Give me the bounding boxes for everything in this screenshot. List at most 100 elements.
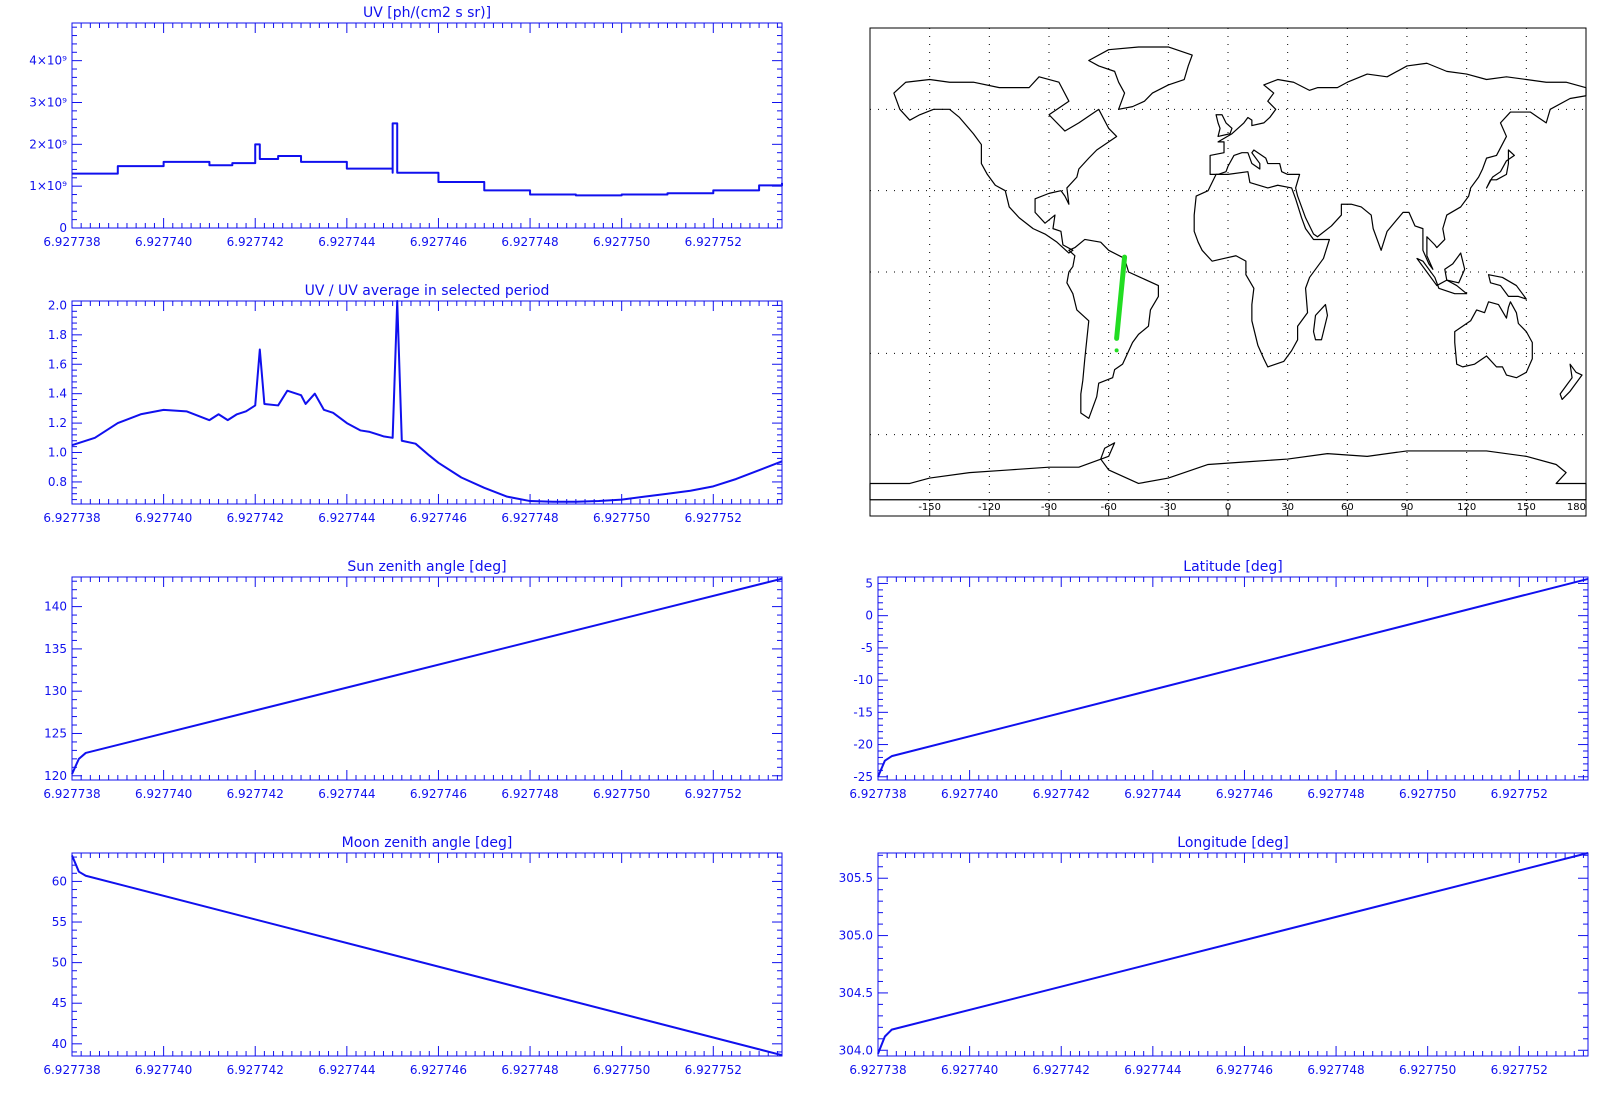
x-tick-label: 6.927748 — [501, 1063, 558, 1077]
y-tick-label: 120 — [44, 769, 67, 783]
map-lon-tick-label: 180 — [1567, 502, 1586, 513]
series-line — [71, 300, 783, 503]
y-tick-label: 1.8 — [48, 328, 67, 342]
map-lon-tick-label: 90 — [1401, 502, 1414, 513]
chart-title: UV [ph/(cm2 s sr)] — [363, 5, 491, 21]
coastline-great-britain — [1215, 114, 1233, 138]
x-tick-label: 6.927746 — [1216, 787, 1273, 801]
chart-title: Sun zenith angle [deg] — [347, 559, 506, 575]
y-tick-label: 1.4 — [48, 387, 67, 401]
x-tick-label: 6.927744 — [318, 787, 375, 801]
uv-chart: UV [ph/(cm2 s sr)] 6.927738 6.927740 6.9277… — [29, 5, 783, 249]
latitude-chart: Latitude [deg] 6.927738 6.927740 6.927742 6.… — [849, 559, 1589, 801]
y-tick-label: 55 — [52, 915, 67, 929]
map-lon-tick-label: 120 — [1457, 502, 1476, 513]
chart-title: UV / UV average in selected period — [305, 283, 550, 299]
y-tick-label: -5 — [861, 641, 873, 655]
map-lon-tick-label: 0 — [1225, 502, 1231, 513]
x-tick-label: 6.927738 — [43, 1063, 100, 1077]
plot-frame — [877, 576, 1589, 781]
y-tick-label: 2.0 — [48, 298, 67, 312]
coastline-australia — [1454, 301, 1533, 379]
map-lon-tick-label: 30 — [1281, 502, 1294, 513]
y-tick-label: -25 — [853, 770, 873, 784]
x-tick-label: 6.927746 — [410, 235, 467, 249]
x-tick-label: 6.927740 — [941, 1063, 998, 1077]
x-tick-label: 6.927746 — [410, 787, 467, 801]
y-tick-label: 5 — [865, 576, 873, 590]
y-tick-label: -15 — [853, 705, 873, 719]
y-tick-label: 60 — [52, 874, 67, 888]
y-tick-label: 4×10⁹ — [29, 54, 67, 68]
y-tick-label: 125 — [44, 726, 67, 740]
x-tick-label: 6.927742 — [227, 1063, 284, 1077]
track-end-marker — [1114, 348, 1119, 353]
x-tick-label: 6.927752 — [1491, 1063, 1548, 1077]
sun-zenith-chart: Sun zenith angle [deg] 6.927738 6.927740 6.… — [43, 559, 783, 801]
x-tick-label: 6.927750 — [1399, 1063, 1456, 1077]
x-tick-label: 6.927738 — [43, 511, 100, 525]
y-tick-label: 0 — [865, 609, 873, 623]
x-tick-label: 6.927748 — [1307, 787, 1364, 801]
x-tick-label: 6.927750 — [593, 511, 650, 525]
series-line — [71, 577, 783, 775]
x-tick-label: 6.927752 — [685, 235, 742, 249]
x-tick-label: 6.927742 — [1033, 787, 1090, 801]
series-line — [71, 855, 783, 1057]
y-tick-label: 50 — [52, 956, 67, 970]
y-tick-label: 305.0 — [839, 929, 873, 943]
coastline-north-america — [893, 76, 1118, 254]
x-tick-label: 6.927740 — [135, 1063, 192, 1077]
coastline-antarctica — [869, 442, 1587, 501]
x-tick-label: 6.927740 — [135, 235, 192, 249]
x-tick-label: 6.927742 — [227, 787, 284, 801]
y-tick-label: 0.8 — [48, 475, 67, 489]
map-lon-tick-label: -90 — [1041, 502, 1057, 513]
coastline-new-zealand — [1559, 363, 1583, 401]
x-tick-label: 6.927750 — [593, 787, 650, 801]
coastline-africa — [1193, 171, 1331, 368]
chart-title: Moon zenith angle [deg] — [342, 835, 513, 851]
x-tick-label: 6.927744 — [318, 1063, 375, 1077]
x-tick-label: 6.927746 — [1216, 1063, 1273, 1077]
x-tick-label: 6.927750 — [593, 235, 650, 249]
y-tick-label: 130 — [44, 684, 67, 698]
map-lon-tick-label: -120 — [978, 502, 1001, 513]
coastline-madagascar — [1312, 303, 1329, 341]
plot-frame — [71, 852, 783, 1057]
coastline-greenland — [1088, 46, 1193, 110]
x-tick-label: 6.927742 — [227, 235, 284, 249]
x-tick-label: 6.927750 — [593, 1063, 650, 1077]
x-tick-label: 6.927742 — [227, 511, 284, 525]
coastline-new-guinea — [1487, 274, 1527, 300]
x-tick-label: 6.927740 — [135, 787, 192, 801]
x-tick-label: 6.927738 — [43, 235, 100, 249]
world-map: -150 -120 -90 -60 -30 0 30 60 90 120 150 180 — [869, 27, 1587, 517]
uv-ratio-chart: UV / UV average in selected period 6.9277… — [43, 283, 783, 525]
x-tick-label: 6.927744 — [1124, 1063, 1181, 1077]
x-tick-label: 6.927750 — [1399, 787, 1456, 801]
longitude-chart: Longitude [deg] 6.927738 6.927740 6.927742 6… — [839, 835, 1589, 1077]
y-tick-label: 2×10⁹ — [29, 137, 67, 151]
y-tick-label: -20 — [853, 738, 873, 752]
series-line — [72, 122, 783, 197]
plot-frame — [71, 300, 783, 505]
map-lon-tick-label: -30 — [1160, 502, 1176, 513]
y-tick-label: 140 — [44, 600, 67, 614]
map-lon-tick-label: 150 — [1517, 502, 1536, 513]
y-tick-label: 1×10⁹ — [29, 179, 67, 193]
x-tick-label: 6.927738 — [849, 1063, 906, 1077]
y-tick-label: 304.0 — [839, 1043, 873, 1057]
y-tick-label: 0 — [59, 221, 67, 235]
chart-title: Latitude [deg] — [1183, 559, 1282, 575]
y-tick-label: 1.2 — [48, 416, 67, 430]
x-tick-label: 6.927740 — [941, 787, 998, 801]
y-tick-label: 45 — [52, 996, 67, 1010]
x-tick-label: 6.927746 — [410, 1063, 467, 1077]
coastline-eurasia — [1209, 62, 1587, 270]
x-tick-label: 6.927752 — [685, 511, 742, 525]
coastline-south-america — [1066, 238, 1159, 419]
series-line — [877, 577, 1589, 778]
x-tick-label: 6.927738 — [849, 787, 906, 801]
map-lon-tick-label: 60 — [1341, 502, 1354, 513]
